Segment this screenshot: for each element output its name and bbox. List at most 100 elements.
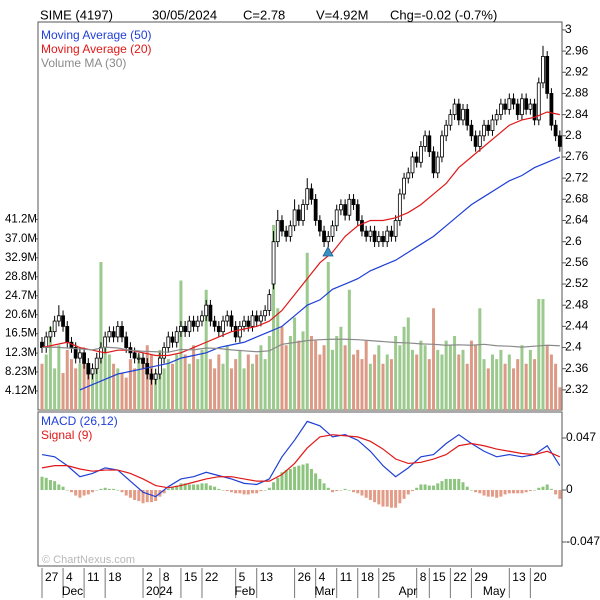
- candle-body: [545, 56, 550, 94]
- volume-bar: [213, 368, 217, 410]
- histogram-bar: [65, 489, 69, 491]
- ma-line: [79, 156, 561, 391]
- volume-bar: [503, 363, 507, 410]
- volume-bar: [482, 359, 486, 410]
- histogram-bar: [364, 489, 368, 498]
- x-tick-label: 5: [239, 570, 246, 584]
- volume-bar: [246, 354, 250, 410]
- y-tick-label: 2.6: [565, 234, 582, 248]
- histogram-bar: [343, 488, 347, 490]
- histogram-bar: [82, 489, 86, 496]
- candle-body: [364, 230, 369, 237]
- y2-tick-label: 20.6M: [5, 309, 37, 321]
- x-tick-label: 8: [163, 570, 170, 584]
- candle-body: [435, 156, 440, 174]
- x-tick-label: 18: [108, 570, 122, 584]
- volume-bar: [200, 349, 204, 410]
- histogram-bar: [141, 489, 145, 504]
- volume-bar: [423, 345, 427, 410]
- volume-bar: [158, 349, 162, 410]
- x-tick-label: 20: [533, 570, 547, 584]
- date: 30/05/2024: [152, 7, 217, 22]
- histogram-bar: [259, 489, 263, 492]
- x-tick-label: 11: [340, 570, 353, 584]
- volume-bar: [368, 363, 372, 410]
- volume-bar: [457, 354, 461, 410]
- histogram-bar: [61, 486, 65, 490]
- histogram-bar: [44, 477, 48, 490]
- candle-body: [334, 209, 339, 227]
- candle-body: [431, 151, 436, 174]
- histogram-bar: [516, 489, 520, 494]
- volume-bar: [524, 363, 528, 410]
- candle-body: [339, 204, 343, 211]
- volume-bar: [343, 345, 347, 410]
- volume-bar: [171, 363, 175, 410]
- y-tick-label: 2.96: [565, 43, 589, 57]
- y-tick-label: 2.52: [565, 276, 589, 290]
- candle-body: [82, 352, 86, 364]
- histogram-bar: [347, 489, 351, 491]
- histogram-bar: [204, 483, 208, 490]
- histogram-bar: [124, 489, 128, 496]
- candle-body: [77, 352, 82, 359]
- candle-body: [368, 230, 373, 237]
- volume-bar: [440, 354, 444, 410]
- y2-tick-label: 32.9M: [5, 252, 37, 264]
- month-label: Feb: [234, 584, 255, 598]
- histogram-bar: [524, 489, 528, 493]
- candle-body: [490, 119, 495, 131]
- volume-bar: [124, 377, 128, 410]
- candle-body: [448, 114, 453, 126]
- candle-body: [520, 98, 524, 116]
- volume-bar: [516, 359, 520, 410]
- candle-body: [326, 235, 331, 243]
- candle-body: [250, 315, 255, 327]
- histogram-bar: [99, 488, 103, 490]
- volume-bar: [322, 345, 326, 410]
- candle-body: [456, 103, 461, 121]
- histogram-bar: [187, 484, 191, 490]
- candle-body: [406, 172, 411, 179]
- histogram-bar: [419, 484, 423, 490]
- histogram-bar: [402, 489, 406, 499]
- volume-bar: [385, 354, 389, 410]
- volume-bar: [217, 354, 221, 410]
- volume-bar: [192, 345, 196, 410]
- volume-bar: [381, 363, 385, 410]
- change: Chg=-0.02 (-0.7%): [390, 7, 497, 22]
- month-label: Dec: [62, 584, 83, 598]
- volume-bar: [495, 359, 499, 410]
- histogram-bar: [373, 489, 377, 503]
- candle-body: [296, 209, 301, 221]
- x-tick-label: 22: [205, 570, 219, 584]
- histogram-bar: [474, 489, 478, 493]
- histogram-bar: [326, 487, 330, 490]
- price-layer: [40, 45, 562, 385]
- candle-body: [355, 204, 360, 221]
- ma-line: [41, 111, 560, 357]
- x-tick-label: 4: [319, 570, 326, 584]
- volume-bar: [512, 368, 516, 410]
- candle-body: [254, 315, 259, 322]
- candle-body: [351, 198, 356, 206]
- candle-body: [195, 320, 200, 327]
- candle-body: [191, 320, 196, 327]
- candle-body: [120, 325, 124, 338]
- volume: V=4.92M: [316, 7, 368, 22]
- x-tick-label: 13: [260, 570, 274, 584]
- histogram-bar: [267, 487, 271, 490]
- histogram-bar: [120, 489, 124, 493]
- histogram-bar: [128, 489, 132, 498]
- candle-body: [381, 235, 385, 243]
- month-label: 2024: [146, 584, 173, 598]
- histogram-bar: [213, 486, 217, 490]
- candle-body: [275, 220, 280, 243]
- candle-body: [61, 315, 65, 327]
- x-tick-label: 27: [45, 570, 59, 584]
- volume-bar: [229, 368, 233, 410]
- candle-body: [313, 198, 318, 221]
- volume-bar: [242, 368, 246, 410]
- candle-body: [288, 225, 293, 237]
